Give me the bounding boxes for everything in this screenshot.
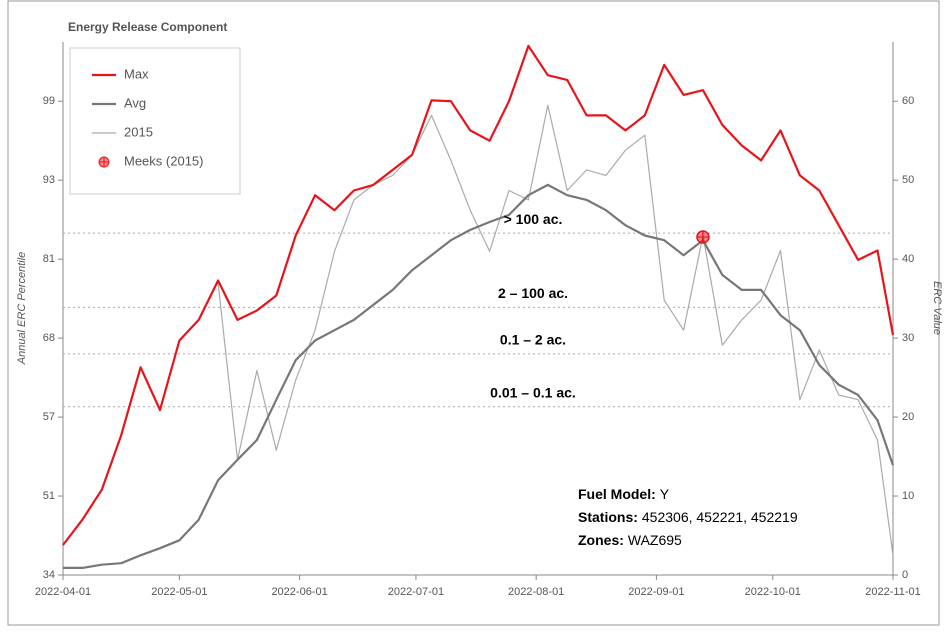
- y-axis-label: Annual ERC Percentile: [16, 252, 28, 366]
- threshold-label: > 100 ac.: [504, 211, 563, 227]
- y-tick-label: 81: [43, 253, 55, 265]
- threshold-label: 0.01 – 0.1 ac.: [490, 385, 576, 401]
- y2-tick-label: 50: [902, 174, 914, 186]
- series-line: [217, 104, 894, 556]
- y2-tick-label: 10: [902, 490, 914, 502]
- x-tick-label: 2022-09-01: [628, 586, 684, 598]
- y-tick-label: 99: [43, 95, 55, 107]
- x-tick-label: 2022-07-01: [388, 586, 444, 598]
- info-label: Zones:: [578, 532, 624, 548]
- y-tick-label: 51: [43, 490, 55, 502]
- chart-title: Energy Release Component: [68, 20, 227, 34]
- info-value: Y: [660, 486, 670, 502]
- y2-tick-label: 0: [902, 569, 908, 581]
- y-tick-label: 57: [43, 411, 55, 423]
- y2-tick-label: 60: [902, 95, 914, 107]
- legend-box: [69, 47, 241, 195]
- legend-swatch: [99, 157, 109, 167]
- series-line: [62, 44, 895, 546]
- x-tick-label: 2022-08-01: [508, 586, 564, 598]
- point-cross: [696, 231, 709, 244]
- y-tick-label: 68: [43, 332, 55, 344]
- threshold-label: 2 – 100 ac.: [498, 285, 568, 301]
- info-label: Stations:: [578, 509, 638, 525]
- legend-label: Max: [124, 66, 149, 81]
- y-tick-label: 93: [43, 174, 55, 186]
- x-tick-label: 2022-05-01: [151, 586, 207, 598]
- x-tick-label: 2022-10-01: [745, 586, 801, 598]
- legend-label: 2015: [124, 124, 153, 139]
- info-value: 452306, 452221, 452219: [642, 509, 798, 525]
- legend-label: Avg: [124, 95, 146, 110]
- threshold-label: 0.1 – 2 ac.: [500, 332, 566, 348]
- info-line: Zones: WAZ695: [578, 532, 682, 548]
- info-line: Fuel Model: Y: [578, 486, 670, 502]
- info-label: Fuel Model:: [578, 486, 656, 502]
- series-line: [63, 183, 895, 569]
- point-marker: [696, 230, 710, 244]
- y2-axis-label: ERC Value: [931, 281, 943, 335]
- x-tick-label: 2022-06-01: [271, 586, 327, 598]
- y2-tick-label: 20: [902, 411, 914, 423]
- y-tick-label: 34: [43, 569, 55, 581]
- x-tick-label: 2022-04-01: [35, 586, 91, 598]
- y2-tick-label: 30: [902, 332, 914, 344]
- info-value: WAZ695: [628, 532, 682, 548]
- legend-label: Meeks (2015): [124, 153, 203, 168]
- y2-tick-label: 40: [902, 253, 914, 265]
- x-tick-label: 2022-11-01: [865, 586, 920, 598]
- info-line: Stations: 452306, 452221, 452219: [578, 509, 798, 525]
